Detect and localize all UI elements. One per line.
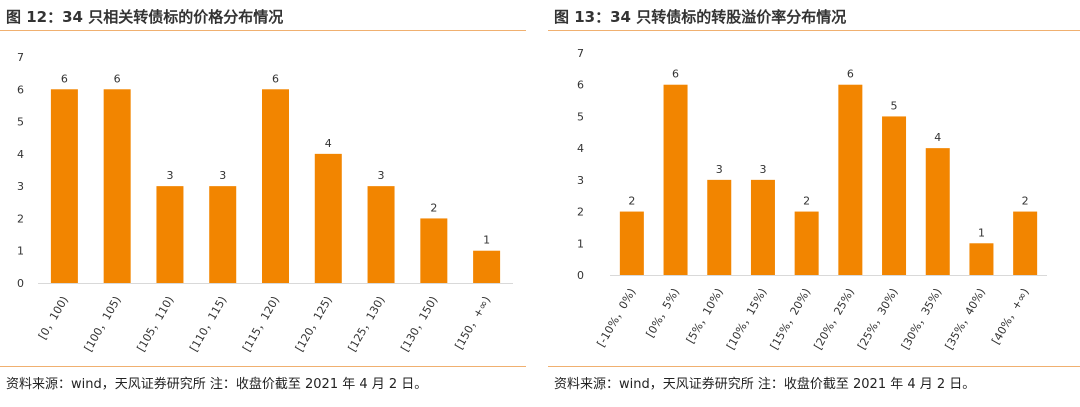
bar xyxy=(969,243,994,275)
data-label: 3 xyxy=(219,169,226,182)
bar xyxy=(314,153,342,283)
data-label: 2 xyxy=(1022,195,1029,208)
x-tick-label: [5%，10%) xyxy=(684,286,726,346)
data-label: 6 xyxy=(847,68,854,81)
source-note: 资料来源：wind，天风证券研究所 注：收盘价截至 2021 年 4 月 2 日… xyxy=(554,377,976,392)
bar xyxy=(1013,211,1038,275)
bar xyxy=(707,179,732,275)
x-tick-label: [10%，15%) xyxy=(724,286,770,352)
x-tick-label: [30%，35%) xyxy=(899,286,945,352)
y-tick-label: 5 xyxy=(577,110,584,123)
bar xyxy=(156,186,184,283)
x-tick-label: [20%，25%) xyxy=(811,286,857,352)
source-divider xyxy=(0,366,526,367)
chart-panel-price-distribution: 图 12：34 只相关转债标的价格分布情况 0 1 2 3 4 5 6 7 6 [0，100) 6 [… xyxy=(0,0,526,407)
data-label: 4 xyxy=(934,131,941,144)
x-tick-label: [130，150) xyxy=(398,294,440,354)
x-tick-label: [15%，20%) xyxy=(768,286,814,352)
bar xyxy=(663,84,688,275)
x-tick-label: [0，100) xyxy=(36,294,71,342)
source-divider xyxy=(548,366,1080,367)
bar xyxy=(882,116,907,275)
x-tick-label: [-10%，0%) xyxy=(594,286,638,349)
bar xyxy=(103,89,131,284)
y-tick-label: 6 xyxy=(17,83,24,96)
y-tick-label: 0 xyxy=(17,277,24,290)
x-tick-label: [105，110) xyxy=(134,294,176,354)
x-tick-label: [125，130) xyxy=(346,294,388,354)
x-tick-label: [115，120) xyxy=(240,294,282,354)
y-tick-label: 3 xyxy=(17,180,24,193)
x-tick-label: [40%，+∞) xyxy=(989,286,1031,347)
x-tick-label: [150，+∞) xyxy=(452,294,493,352)
bar-chart-premium-distribution: 0 1 2 3 4 5 6 7 2 [-10%，0%) 6 [0%，5%) 3 [5%，10%) 3 [10%… xyxy=(577,47,1047,352)
bar xyxy=(619,211,644,275)
y-tick-label: 0 xyxy=(577,269,584,282)
data-label: 6 xyxy=(672,68,679,81)
data-label: 6 xyxy=(272,72,279,85)
chart-title: 图 13：34 只转债标的转股溢价率分布情况 xyxy=(554,8,847,26)
bar xyxy=(750,179,775,275)
bar xyxy=(473,250,501,283)
y-tick-label: 7 xyxy=(577,47,584,60)
y-tick-label: 6 xyxy=(577,79,584,92)
data-label: 1 xyxy=(483,234,490,247)
data-label: 3 xyxy=(166,169,173,182)
x-tick-label: [35%，40%) xyxy=(943,286,989,352)
data-label: 6 xyxy=(114,72,121,85)
x-tick-label: [100，105) xyxy=(82,294,124,354)
source-note: 资料来源：wind，天风证券研究所 注：收盘价截至 2021 年 4 月 2 日… xyxy=(6,377,428,392)
x-tick-label: [25%，30%) xyxy=(855,286,901,352)
data-label: 3 xyxy=(759,163,766,176)
data-label: 3 xyxy=(716,163,723,176)
chart-title: 图 12：34 只相关转债标的价格分布情况 xyxy=(6,8,284,26)
data-label: 1 xyxy=(978,226,985,239)
y-tick-label: 1 xyxy=(577,237,584,250)
y-tick-label: 1 xyxy=(17,245,24,258)
chart-panel-premium-distribution: 图 13：34 只转债标的转股溢价率分布情况 0 1 2 3 4 5 6 7 2 [-10%，0%… xyxy=(548,0,1080,407)
bar xyxy=(925,148,950,275)
data-label: 2 xyxy=(803,195,810,208)
title-divider xyxy=(0,30,526,31)
y-tick-label: 3 xyxy=(577,174,584,187)
y-tick-label: 5 xyxy=(17,116,24,129)
data-label: 2 xyxy=(430,201,437,214)
bar xyxy=(794,211,819,275)
y-tick-label: 2 xyxy=(17,212,24,225)
data-label: 5 xyxy=(891,99,898,112)
y-tick-label: 4 xyxy=(577,142,584,155)
bar xyxy=(50,89,78,284)
bar xyxy=(367,186,395,283)
y-tick-label: 2 xyxy=(577,206,584,219)
data-label: 6 xyxy=(61,72,68,85)
bar xyxy=(209,186,237,283)
data-label: 4 xyxy=(325,137,332,150)
bar xyxy=(262,89,289,284)
title-divider xyxy=(548,30,1080,31)
y-tick-label: 7 xyxy=(17,51,24,64)
y-tick-label: 4 xyxy=(17,148,24,161)
bar-chart-price-distribution: 0 1 2 3 4 5 6 7 6 [0，100) 6 [100，105) 3 [105，110) 3 [11… xyxy=(17,51,513,354)
x-tick-label: [110，115) xyxy=(187,294,229,354)
data-label: 2 xyxy=(628,195,635,208)
x-tick-label: [120，125) xyxy=(293,294,335,354)
x-tick-label: [0%，5%) xyxy=(644,286,683,340)
data-label: 3 xyxy=(378,169,385,182)
bar xyxy=(838,84,863,275)
bar xyxy=(420,218,448,283)
